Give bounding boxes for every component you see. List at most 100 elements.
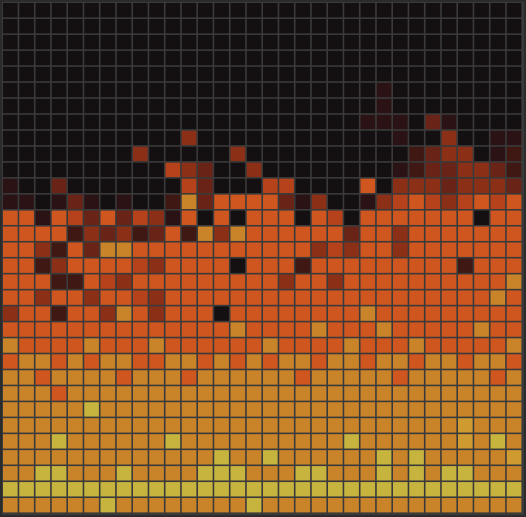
fire-cell [376, 306, 392, 321]
fire-cell [458, 370, 473, 385]
fire-cell [506, 290, 522, 305]
fire-cell [149, 194, 164, 209]
fire-cell [198, 450, 213, 465]
fire-cell [441, 322, 457, 337]
fire-cell [458, 34, 473, 50]
fire-cell [3, 386, 18, 401]
fire-cell [198, 162, 213, 178]
fire-cell [214, 466, 229, 481]
fire-cell [51, 274, 67, 289]
fire-cell [490, 322, 506, 337]
fire-cell [133, 498, 148, 513]
fire-cell [246, 274, 262, 289]
fire-cell [3, 274, 18, 289]
fire-cell [149, 50, 164, 66]
fire-cell [133, 194, 148, 209]
fire-cell [165, 370, 181, 385]
fire-cell [19, 450, 34, 465]
fire-cell [425, 258, 441, 273]
fire-cell [344, 226, 359, 241]
fire-cell [35, 386, 51, 401]
fire-cell [360, 306, 376, 321]
fire-cell [263, 258, 278, 273]
fire-cell [458, 434, 473, 449]
fire-cell [360, 482, 376, 497]
fire-cell [19, 3, 34, 18]
fire-cell [328, 50, 343, 66]
fire-cell [133, 18, 148, 34]
fire-cell [165, 258, 181, 273]
fire-cell [149, 466, 164, 481]
fire-cell [490, 194, 506, 209]
fire-cell [409, 354, 424, 369]
fire-cell [51, 226, 67, 241]
fire-cell [100, 34, 116, 50]
fire-cell [474, 322, 489, 337]
fire-cell [458, 466, 473, 481]
fire-cell [84, 274, 99, 289]
fire-cell [409, 418, 424, 433]
fire-cell [393, 66, 408, 82]
fire-cell [425, 226, 441, 241]
fire-cell [409, 66, 424, 82]
fire-cell [425, 178, 441, 194]
fire-cell [263, 178, 278, 194]
fire-cell [409, 466, 424, 481]
fire-cell [19, 386, 34, 401]
fire-cell [328, 274, 343, 289]
fire-cell [133, 466, 148, 481]
fire-cell [490, 274, 506, 289]
fire-cell [344, 18, 359, 34]
fire-cell [311, 498, 327, 513]
fire-cell [133, 82, 148, 98]
fire-cell [116, 290, 132, 305]
fire-cell [165, 162, 181, 178]
fire-cell [441, 210, 457, 225]
fire-cell [409, 242, 424, 257]
fire-cell [133, 242, 148, 257]
fire-cell [328, 322, 343, 337]
fire-cell [425, 130, 441, 146]
fire-cell [506, 18, 522, 34]
fire-cell [328, 498, 343, 513]
fire-cell [230, 82, 246, 98]
fire-cell [311, 194, 327, 209]
fire-cell [100, 82, 116, 98]
fire-cell [490, 450, 506, 465]
fire-cell [393, 482, 408, 497]
fire-cell [230, 322, 246, 337]
fire-cell [441, 498, 457, 513]
fire-cell [3, 178, 18, 194]
fire-cell [279, 66, 294, 82]
fire-cell [19, 82, 34, 98]
fire-cell [490, 130, 506, 146]
fire-cell [393, 322, 408, 337]
fire-cell [506, 482, 522, 497]
fire-cell [328, 66, 343, 82]
fire-cell [214, 210, 229, 225]
fire-cell [490, 242, 506, 257]
fire-cell [3, 354, 18, 369]
fire-cell [279, 322, 294, 337]
fire-cell [263, 370, 278, 385]
fire-cell [214, 450, 229, 465]
fire-cell [263, 354, 278, 369]
fire-cell [393, 130, 408, 146]
fire-cell [311, 18, 327, 34]
fire-cell [230, 498, 246, 513]
fire-cell [263, 418, 278, 433]
fire-cell [474, 194, 489, 209]
fire-cell [474, 130, 489, 146]
fire-cell [198, 306, 213, 321]
fire-cell [360, 18, 376, 34]
fire-cell [279, 466, 294, 481]
fire-cell [149, 274, 164, 289]
fire-cell [35, 210, 51, 225]
fire-cell [230, 66, 246, 82]
fire-cell [100, 274, 116, 289]
fire-cell [149, 322, 164, 337]
fire-cell [19, 162, 34, 178]
fire-cell [246, 162, 262, 178]
fire-cell [230, 226, 246, 241]
fire-cell [149, 434, 164, 449]
